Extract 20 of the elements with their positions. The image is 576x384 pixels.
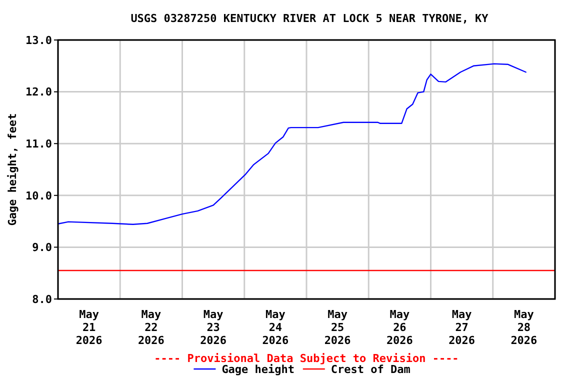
- x-tick-label: May 24 2026: [262, 308, 290, 347]
- text: ---- Provisional Data Subject to Revision ----: [154, 352, 459, 365]
- x-tick-label: May 26 2026: [386, 308, 414, 347]
- line-series: [57, 63, 526, 226]
- y-axis-title: Gage height, feet: [6, 113, 19, 226]
- chart-title: USGS 03287250 KENTUCKY RIVER AT LOCK 5 NEAR TYRONE, KY: [130, 12, 489, 25]
- y-tick-label: 10.0: [26, 189, 52, 202]
- y-tick-label: 9.0: [32, 241, 52, 254]
- legend-label: Gage height: [222, 363, 295, 376]
- y-tick-label: 13.0: [26, 34, 52, 47]
- x-tick-label: May 27 2026: [448, 308, 476, 347]
- x-tick-label: May 25 2026: [324, 308, 352, 347]
- x-tick-label: May 21 2026: [76, 308, 103, 347]
- y-tick-label: 11.0: [26, 137, 52, 150]
- x-tick-label: May 28 2026: [510, 308, 538, 347]
- x-tick-label: May 22 2026: [138, 308, 165, 347]
- y-tick-label: 8.0: [32, 292, 52, 306]
- legend-label: Crest of Dam: [330, 363, 411, 376]
- y-tick-label: 12.0: [26, 86, 52, 99]
- x-tick-label: May 23 2026: [200, 308, 227, 347]
